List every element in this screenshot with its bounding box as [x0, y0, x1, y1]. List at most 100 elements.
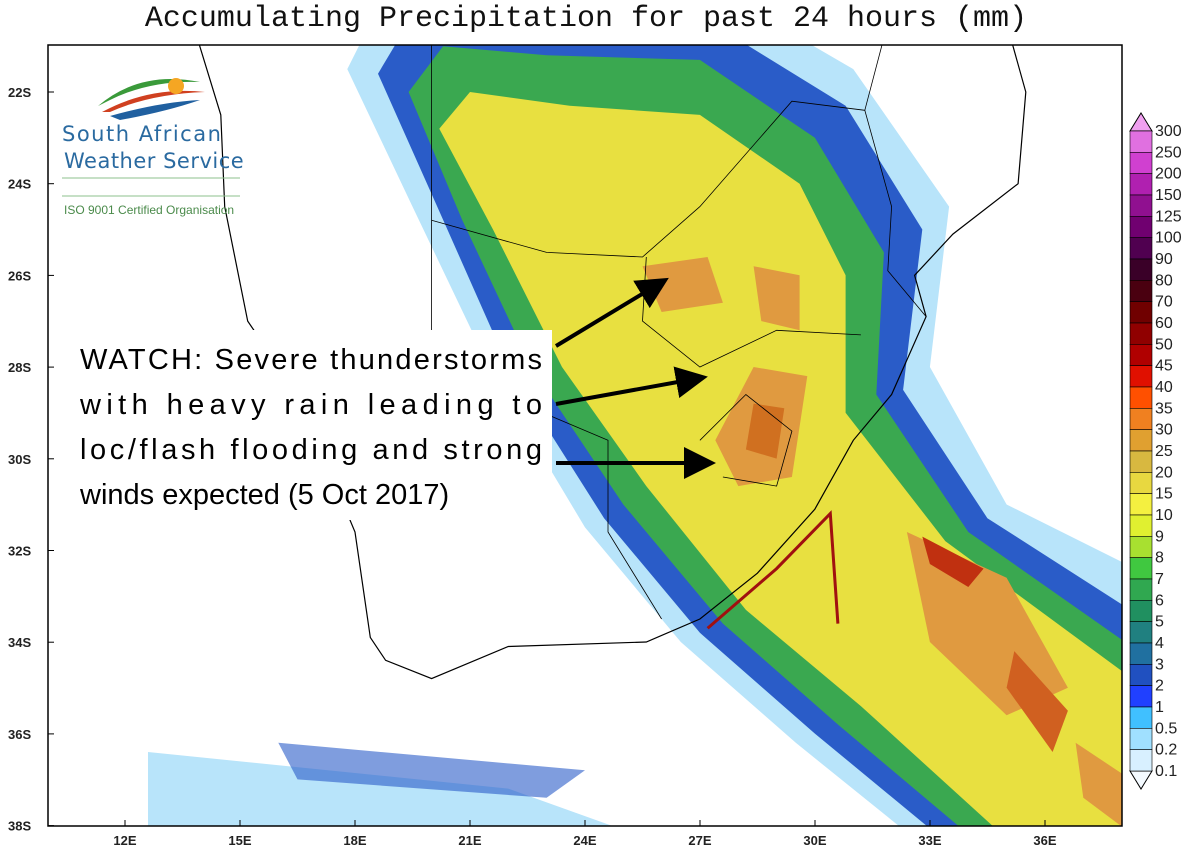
colorbar-label: 60	[1155, 315, 1173, 332]
lon-label: 12E	[113, 833, 136, 848]
lat-label: 38S	[8, 819, 31, 834]
precip-area	[922, 536, 984, 587]
annotation: WATCH: Severe thunderstorms with heavy r…	[70, 277, 716, 520]
colorbar-arrow	[1129, 770, 1153, 790]
colorbar-swatch	[1129, 749, 1153, 772]
lat-label: 32S	[8, 544, 31, 559]
logo-text: South African	[62, 122, 222, 146]
colorbar-label: 3	[1155, 656, 1164, 673]
colorbar-swatch	[1129, 386, 1153, 409]
border	[699, 393, 793, 487]
lon-label: 36E	[1033, 833, 1056, 848]
colorbar-label: 0.5	[1155, 720, 1177, 737]
lat-label: 26S	[8, 268, 31, 283]
logo-text: Weather Service	[64, 149, 244, 173]
colorbar-label: 6	[1155, 592, 1164, 609]
colorbar-swatch	[1129, 450, 1153, 473]
colorbar-swatch	[1129, 322, 1153, 345]
colorbar-label: 20	[1155, 464, 1173, 481]
colorbar-swatch	[1129, 728, 1153, 750]
lon-label: 27E	[688, 833, 711, 848]
logo-swoosh	[102, 90, 205, 112]
colorbar-label: 100	[1155, 230, 1182, 247]
colorbar-swatch	[1129, 408, 1153, 430]
precip-area	[148, 752, 613, 826]
lon-label: 15E	[228, 833, 251, 848]
colorbar-label: 5	[1155, 614, 1164, 631]
colorbar-label: 250	[1155, 144, 1182, 161]
colorbar-swatch	[1129, 472, 1153, 494]
colorbar-swatch	[1129, 194, 1153, 217]
colorbar-label: 30	[1155, 422, 1173, 439]
arrow	[555, 366, 708, 406]
colorbar-swatch	[1129, 258, 1153, 281]
colorbar-label: 125	[1155, 208, 1182, 225]
colorbar-swatch	[1129, 514, 1153, 537]
colorbar-swatch	[1129, 578, 1153, 601]
colorbar-label: 35	[1155, 400, 1173, 417]
colorbar-arrow	[1129, 112, 1153, 132]
lon-label: 24E	[573, 833, 596, 848]
border	[297, 100, 927, 395]
annotation-text: loc/flash flooding and strong	[80, 434, 542, 466]
axes: 22S 24S 26S 28S 30S 32S 34S 36S 38S 12E 15E 18E 21E 2…	[8, 85, 1057, 848]
lon-label: 18E	[343, 833, 366, 848]
title: Accumulating Precipitation for past 24 h…	[145, 2, 1027, 36]
precip-area	[753, 266, 800, 331]
logo-swoosh	[98, 79, 200, 106]
colorbar-label: 4	[1155, 635, 1164, 652]
colorbar-label: 45	[1155, 358, 1173, 375]
colorbar-label: 0.1	[1155, 763, 1177, 780]
colorbar-label: 300	[1155, 123, 1182, 140]
annotation-text: with heavy rain leading to	[79, 389, 542, 421]
lon-label: 33E	[918, 833, 941, 848]
colorbar-label: 0.2	[1155, 742, 1177, 759]
colorbar-label: 10	[1155, 507, 1173, 524]
colorbar-label: 90	[1155, 251, 1173, 268]
colorbar-swatch	[1129, 685, 1153, 708]
colorbar-label: 50	[1155, 336, 1173, 353]
colorbar-swatch	[1129, 280, 1153, 302]
colorbar-swatch	[1129, 493, 1153, 516]
annotation-text: WATCH: Severe thunderstorms	[80, 344, 542, 376]
colorbar-swatch	[1129, 237, 1153, 260]
precip-area	[278, 742, 585, 798]
lat-label: 30S	[8, 452, 31, 467]
colorbar-swatch	[1129, 216, 1153, 238]
annotation-box	[70, 330, 552, 520]
colorbar-label: 1	[1155, 699, 1164, 716]
colorbar-swatch	[1129, 365, 1153, 388]
colorbar-label: 15	[1155, 486, 1173, 503]
colorbar-swatch	[1129, 301, 1153, 324]
colorbar-label: 2	[1155, 678, 1164, 695]
colorbar-swatch	[1129, 344, 1153, 366]
colorbar-label: 200	[1155, 166, 1182, 183]
colorbar-label: 8	[1155, 550, 1164, 567]
colorbar-label: 40	[1155, 379, 1173, 396]
precip-area	[1006, 651, 1068, 752]
colorbar-swatch	[1129, 706, 1153, 729]
colorbar-swatch	[1129, 152, 1153, 174]
map	[148, 45, 1122, 826]
lon-label: 30E	[803, 833, 826, 848]
logo-swoosh	[110, 100, 200, 120]
colorbar-swatch	[1129, 621, 1153, 644]
colorbar: 3002502001501251009080706050454035302520…	[1129, 112, 1182, 790]
colorbar-swatch	[1129, 173, 1153, 196]
colorbar-label: 25	[1155, 443, 1173, 460]
lat-label: 24S	[8, 177, 31, 192]
colorbar-swatch	[1129, 536, 1153, 558]
colorbar-label: 80	[1155, 272, 1173, 289]
front-line	[706, 510, 840, 630]
logo-text: ISO 9001 Certified Organisation	[64, 203, 234, 217]
colorbar-swatch	[1129, 664, 1153, 686]
colorbar-swatch	[1129, 429, 1153, 452]
colorbar-label: 9	[1155, 528, 1164, 545]
colorbar-label: 70	[1155, 294, 1173, 311]
arrow	[554, 277, 669, 348]
logo: South African Weather Service ISO 9001 C…	[62, 78, 244, 217]
lon-label: 21E	[458, 833, 481, 848]
lat-label: 36S	[8, 727, 31, 742]
lat-label: 22S	[8, 85, 31, 100]
